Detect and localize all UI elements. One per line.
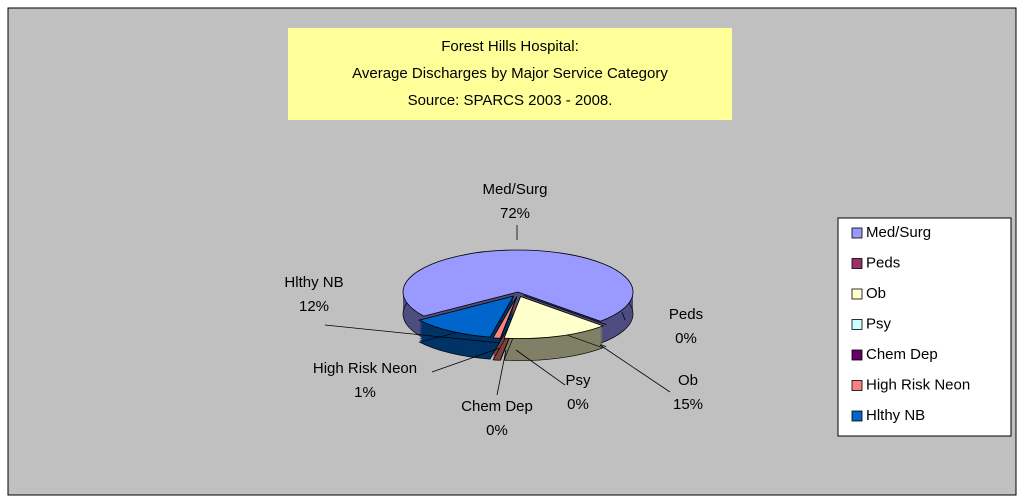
legend-swatch [851,319,863,330]
legend-swatch [851,380,863,391]
slice-side [492,318,517,361]
data-label: 0% [675,330,697,347]
leader-line [431,347,501,373]
data-label: 15% [673,396,703,413]
data-label: 72% [500,205,530,222]
slice-side [503,318,605,361]
title-box [288,28,732,120]
legend-label: Hlthy NB [866,407,925,424]
slice [503,296,605,339]
legend-swatch [851,258,863,269]
leader-line [621,311,626,321]
data-label-name: Med/Surg [482,181,547,198]
legend-label: Chem Dep [866,346,938,363]
data-label: 0% [486,422,508,439]
leader-line [599,344,671,393]
legend [837,217,1012,437]
legend-label: Psy [866,315,892,332]
chart-title: Source: SPARCS 2003 - 2008. [408,92,613,109]
leader-line [324,324,501,344]
legend-label: Peds [866,254,900,271]
legend-label: Med/Surg [866,224,931,241]
data-label: 0% [567,396,589,413]
data-label: 1% [354,384,376,401]
leader-line [496,349,507,396]
data-label-name: High Risk Neon [313,360,417,377]
legend-swatch [851,288,863,300]
data-label-name: Psy [565,372,591,389]
slice [492,296,517,339]
legend-swatch [851,410,863,422]
legend-swatch [851,227,863,239]
slice [402,249,634,322]
data-label-name: Chem Dep [461,398,533,415]
chart-title: Average Discharges by Major Service Cate… [352,65,668,82]
chart-title: Forest Hills Hospital: [441,38,579,55]
slice [418,295,515,338]
slice [523,294,607,326]
legend-label: Ob [866,285,886,302]
data-label-name: Peds [669,306,703,323]
data-label-name: Hlthy NB [284,274,343,291]
legend-swatch [851,349,863,361]
slice-side [418,317,515,360]
data-label: 12% [299,298,329,315]
data-label-name: Ob [678,372,698,389]
legend-label: High Risk Neon [866,376,970,393]
leader-line [515,349,566,386]
